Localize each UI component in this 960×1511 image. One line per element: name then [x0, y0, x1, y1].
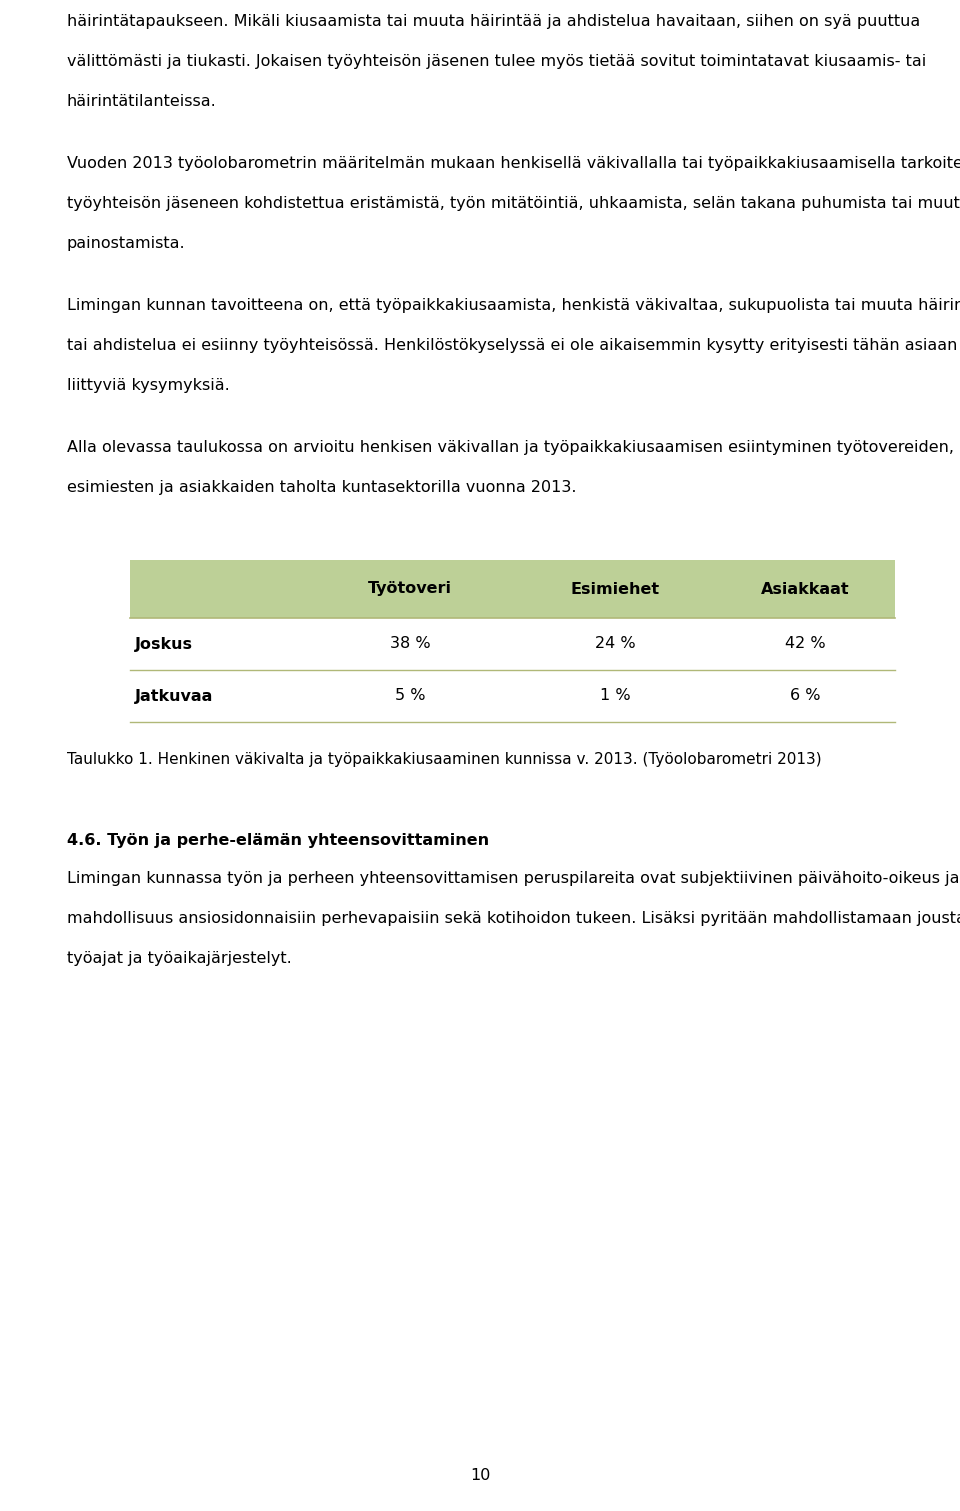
- Text: painostamista.: painostamista.: [67, 236, 185, 251]
- Text: Taulukko 1. Henkinen väkivalta ja työpaikkakiusaaminen kunnissa v. 2013. (Työolo: Taulukko 1. Henkinen väkivalta ja työpai…: [67, 752, 822, 768]
- Text: Asiakkaat: Asiakkaat: [760, 582, 850, 597]
- Text: 10: 10: [469, 1469, 491, 1482]
- Text: 38 %: 38 %: [390, 636, 430, 651]
- Text: Vuoden 2013 työolobarometrin määritelmän mukaan henkisellä väkivallalla tai työp: Vuoden 2013 työolobarometrin määritelmän…: [67, 156, 960, 171]
- Text: välittömästi ja tiukasti. Jokaisen työyhteisön jäsenen tulee myös tietää sovitut: välittömästi ja tiukasti. Jokaisen työyh…: [67, 54, 926, 70]
- Text: työajat ja työaikajärjestelyt.: työajat ja työaikajärjestelyt.: [67, 950, 292, 966]
- Text: 1 %: 1 %: [600, 689, 631, 704]
- Text: työyhteisön jäseneen kohdistettua eristämistä, työn mitätöintiä, uhkaamista, sel: työyhteisön jäseneen kohdistettua eristä…: [67, 196, 960, 212]
- Text: häirintätilanteissa.: häirintätilanteissa.: [67, 94, 217, 109]
- Text: häirintätapaukseen. Mikäli kiusaamista tai muuta häirintää ja ahdistelua havaita: häirintätapaukseen. Mikäli kiusaamista t…: [67, 14, 921, 29]
- Text: 5 %: 5 %: [395, 689, 425, 704]
- Text: 6 %: 6 %: [790, 689, 820, 704]
- Text: Työtoveri: Työtoveri: [368, 582, 452, 597]
- Bar: [130, 561, 895, 618]
- Text: Jatkuvaa: Jatkuvaa: [135, 689, 213, 704]
- Text: tai ahdistelua ei esiinny työyhteisössä. Henkilöstökyselyssä ei ole aikaisemmin : tai ahdistelua ei esiinny työyhteisössä.…: [67, 338, 957, 354]
- Text: Joskus: Joskus: [135, 636, 193, 651]
- Text: liittyviä kysymyksiä.: liittyviä kysymyksiä.: [67, 378, 229, 393]
- Text: Esimiehet: Esimiehet: [570, 582, 660, 597]
- Text: 24 %: 24 %: [594, 636, 636, 651]
- Text: Alla olevassa taulukossa on arvioitu henkisen väkivallan ja työpaikkakiusaamisen: Alla olevassa taulukossa on arvioitu hen…: [67, 440, 954, 455]
- Text: mahdollisuus ansiosidonnaisiin perhevapaisiin sekä kotihoidon tukeen. Lisäksi py: mahdollisuus ansiosidonnaisiin perhevapa…: [67, 911, 960, 926]
- Text: esimiesten ja asiakkaiden taholta kuntasektorilla vuonna 2013.: esimiesten ja asiakkaiden taholta kuntas…: [67, 480, 577, 496]
- Text: Limingan kunnassa työn ja perheen yhteensovittamisen peruspilareita ovat subjekt: Limingan kunnassa työn ja perheen yhteen…: [67, 870, 959, 885]
- Text: 42 %: 42 %: [784, 636, 826, 651]
- Text: Limingan kunnan tavoitteena on, että työpaikkakiusaamista, henkistä väkivaltaa, : Limingan kunnan tavoitteena on, että työ…: [67, 298, 960, 313]
- Text: 4.6. Työn ja perhe-elämän yhteensovittaminen: 4.6. Työn ja perhe-elämän yhteensovittam…: [67, 833, 490, 848]
